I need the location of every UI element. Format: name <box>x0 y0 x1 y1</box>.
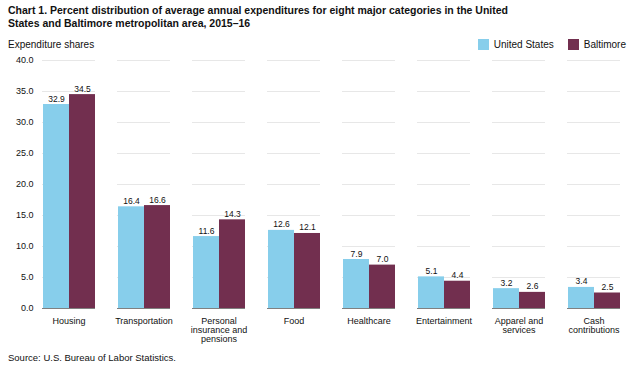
svg-text:0.0: 0.0 <box>21 303 34 313</box>
svg-text:Housing: Housing <box>52 316 85 326</box>
svg-text:34.5: 34.5 <box>74 84 91 94</box>
svg-text:7.0: 7.0 <box>377 254 389 264</box>
svg-text:2.5: 2.5 <box>602 282 614 292</box>
html-text:Source: U.S. Bureau of Labor S: Source: U.S. Bureau of Labor Statistics. <box>8 352 176 363</box>
svg-text:Personalinsurance andpensions: Personalinsurance andpensions <box>191 316 248 344</box>
svg-text:30.0: 30.0 <box>16 117 34 127</box>
svg-text:16.4: 16.4 <box>123 196 140 206</box>
svg-text:10.0: 10.0 <box>16 241 34 251</box>
svg-text:32.9: 32.9 <box>48 94 65 104</box>
svg-text:7.9: 7.9 <box>351 249 363 259</box>
svg-text:16.6: 16.6 <box>149 195 166 205</box>
svg-text:Cashcontributions: Cashcontributions <box>568 316 620 335</box>
svg-text:20.0: 20.0 <box>16 179 34 189</box>
svg-text:5.0: 5.0 <box>21 272 34 282</box>
svg-text:2.6: 2.6 <box>527 281 539 291</box>
svg-text:35.0: 35.0 <box>16 86 34 96</box>
svg-text:3.2: 3.2 <box>501 278 513 288</box>
svg-text:12.6: 12.6 <box>273 219 290 229</box>
svg-text:Healthcare: Healthcare <box>347 316 391 326</box>
html-text:Baltimore: Baltimore <box>583 39 626 50</box>
html-text:Chart 1. Percent distribution: Chart 1. Percent distribution of average… <box>8 4 508 29</box>
svg-text:11.6: 11.6 <box>199 226 215 236</box>
svg-text:3.4: 3.4 <box>576 276 588 286</box>
html-text:United States: United States <box>493 39 554 50</box>
svg-text:40.0: 40.0 <box>16 55 34 65</box>
svg-text:25.0: 25.0 <box>16 148 34 158</box>
svg-text:4.4: 4.4 <box>452 270 464 280</box>
svg-text:12.1: 12.1 <box>299 222 316 232</box>
svg-text:5.1: 5.1 <box>426 266 438 276</box>
svg-text:Entertainment: Entertainment <box>416 316 473 326</box>
html-text:Expenditure shares: Expenditure shares <box>8 39 95 50</box>
svg-text:15.0: 15.0 <box>16 210 34 220</box>
svg-text:Transportation: Transportation <box>115 316 173 326</box>
svg-text:14.3: 14.3 <box>224 209 241 219</box>
svg-text:Food: Food <box>284 316 305 326</box>
svg-text:Apparel andservices: Apparel andservices <box>495 316 544 335</box>
